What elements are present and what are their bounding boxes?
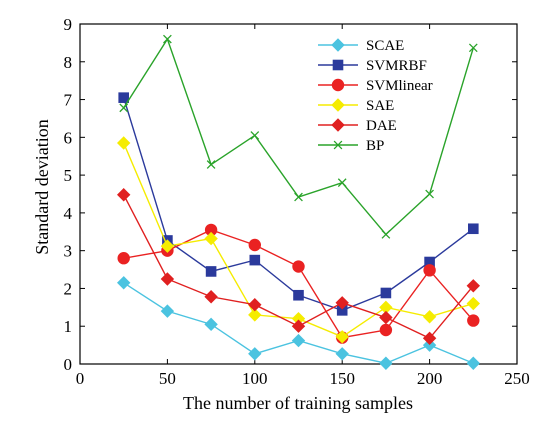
data-point — [422, 338, 437, 352]
x-tick-label: 0 — [76, 369, 85, 388]
legend-entry-bp: BP — [318, 138, 384, 154]
data-point — [204, 231, 218, 246]
data-point — [249, 254, 261, 266]
x-tick-label: 50 — [159, 369, 176, 388]
data-point — [205, 266, 217, 277]
data-point — [117, 252, 130, 265]
data-point — [292, 260, 305, 273]
data-point — [381, 230, 391, 239]
data-point — [335, 330, 349, 344]
data-point — [467, 314, 480, 327]
y-tick-label: 6 — [64, 128, 73, 147]
data-point — [337, 178, 347, 188]
series-layer — [116, 34, 481, 370]
data-point — [468, 223, 479, 235]
data-point — [331, 98, 345, 112]
legend-label: SAE — [366, 98, 394, 114]
data-point — [294, 192, 303, 202]
data-point — [119, 103, 129, 113]
data-point — [116, 276, 131, 290]
y-tick-label: 3 — [64, 242, 73, 261]
data-point — [335, 347, 349, 361]
data-point — [466, 356, 481, 370]
axes: 0 1 2 3 4 5 6 7 8 9 0 50 100 150 200 250 — [64, 15, 530, 388]
legend-label: DAE — [366, 118, 397, 134]
series-line — [123, 97, 474, 312]
legend-entry-svmrbf: SVMRBF — [318, 58, 427, 74]
data-point — [160, 272, 175, 286]
data-point — [293, 289, 304, 301]
legend-entry-svmlinear: SVMlinear — [318, 78, 433, 94]
data-point — [291, 319, 306, 333]
data-point — [423, 264, 436, 277]
series-dae — [116, 188, 481, 346]
data-point — [204, 317, 218, 332]
data-point — [118, 92, 130, 103]
data-point — [468, 43, 478, 53]
data-point — [422, 331, 437, 346]
x-tick-label: 150 — [329, 369, 355, 388]
data-point — [160, 304, 175, 318]
data-point — [466, 296, 481, 311]
data-point — [331, 78, 345, 92]
y-tick-label: 2 — [64, 279, 73, 298]
x-tick-label: 250 — [504, 369, 530, 388]
plot-frame — [79, 23, 518, 365]
y-tick-label: 8 — [64, 53, 73, 72]
y-axis-title: Standard deviation — [32, 119, 52, 254]
y-tick-label: 1 — [64, 317, 73, 336]
x-tick-label: 200 — [417, 369, 443, 388]
data-point — [333, 140, 343, 150]
data-point — [422, 310, 437, 324]
data-point — [204, 290, 218, 304]
data-point — [160, 239, 175, 253]
y-tick-label: 9 — [64, 15, 73, 34]
data-point — [248, 238, 262, 252]
data-point — [248, 347, 262, 361]
y-tick-label: 7 — [64, 91, 73, 110]
legend: SCAE SVMRBF SVMlinear SAE DAE BP — [318, 38, 433, 154]
data-point — [380, 287, 392, 299]
data-point — [331, 38, 345, 52]
data-point — [332, 59, 344, 71]
data-point — [379, 310, 393, 325]
data-point — [335, 296, 349, 310]
series-sae — [116, 136, 481, 344]
data-point — [116, 136, 131, 150]
data-point — [425, 189, 434, 199]
data-point — [291, 333, 306, 348]
x-tick-label: 100 — [242, 369, 268, 388]
data-point — [379, 356, 393, 370]
legend-label: SVMRBF — [366, 58, 427, 74]
data-point — [250, 131, 260, 140]
data-point — [331, 118, 345, 132]
legend-label: BP — [366, 138, 384, 154]
data-point — [379, 323, 393, 337]
legend-entry-dae: DAE — [318, 118, 397, 134]
legend-label: SVMlinear — [366, 78, 433, 94]
y-tick-label: 4 — [64, 204, 73, 223]
data-point — [116, 188, 131, 202]
data-point — [163, 34, 172, 44]
data-point — [248, 308, 262, 322]
data-point — [206, 160, 216, 169]
data-point — [466, 279, 481, 293]
series-scae — [116, 276, 481, 370]
x-axis-title: The number of training samples — [183, 393, 413, 413]
data-point — [248, 297, 262, 312]
y-tick-label: 5 — [64, 166, 73, 185]
series-bp — [119, 34, 478, 239]
series-line — [123, 142, 474, 338]
legend-entry-scae: SCAE — [318, 38, 404, 54]
legend-label: SCAE — [366, 38, 404, 54]
legend-entry-sae: SAE — [318, 98, 394, 114]
y-tick-label: 0 — [64, 355, 73, 374]
